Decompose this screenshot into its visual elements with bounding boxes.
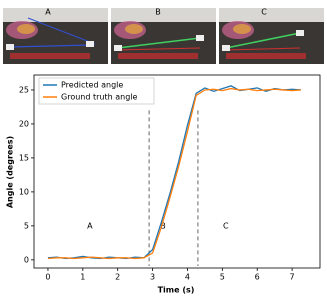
y-tick-label: 15 — [19, 153, 29, 162]
y-tick-label: 0 — [24, 255, 29, 264]
photo-panels — [3, 8, 324, 64]
y-tick-label: 25 — [19, 85, 29, 94]
plot-frame — [33, 74, 321, 269]
legend-label: Predicted angle — [61, 81, 123, 90]
panel-label: C — [261, 8, 267, 17]
panel-label: B — [155, 8, 161, 17]
photo — [219, 8, 324, 64]
legend-label: Ground truth angle — [61, 93, 137, 102]
y-tick-label: 5 — [24, 221, 29, 230]
y-axis-title: Angle (degrees) — [6, 136, 15, 208]
phase-label: C — [223, 221, 229, 230]
x-axis-title: Time (s) — [158, 286, 195, 295]
series-line — [47, 87, 301, 260]
x-tick-label: 4 — [185, 273, 190, 282]
x-tick-label: 3 — [150, 273, 155, 282]
panel-label: A — [45, 8, 51, 17]
x-tick-label: 1 — [80, 273, 85, 282]
photo — [111, 8, 216, 64]
phase-label: B — [160, 221, 166, 230]
x-tick-label: 7 — [290, 273, 295, 282]
y-tick-label: 20 — [19, 119, 29, 128]
legend-box — [38, 77, 155, 105]
series-line — [47, 85, 301, 260]
x-tick-label: 5 — [220, 273, 225, 282]
x-tick-label: 2 — [115, 273, 120, 282]
phase-label: A — [87, 221, 93, 230]
photo — [3, 8, 108, 64]
y-tick-label: 10 — [19, 187, 29, 196]
x-tick-label: 0 — [45, 273, 50, 282]
x-tick-label: 6 — [255, 273, 260, 282]
